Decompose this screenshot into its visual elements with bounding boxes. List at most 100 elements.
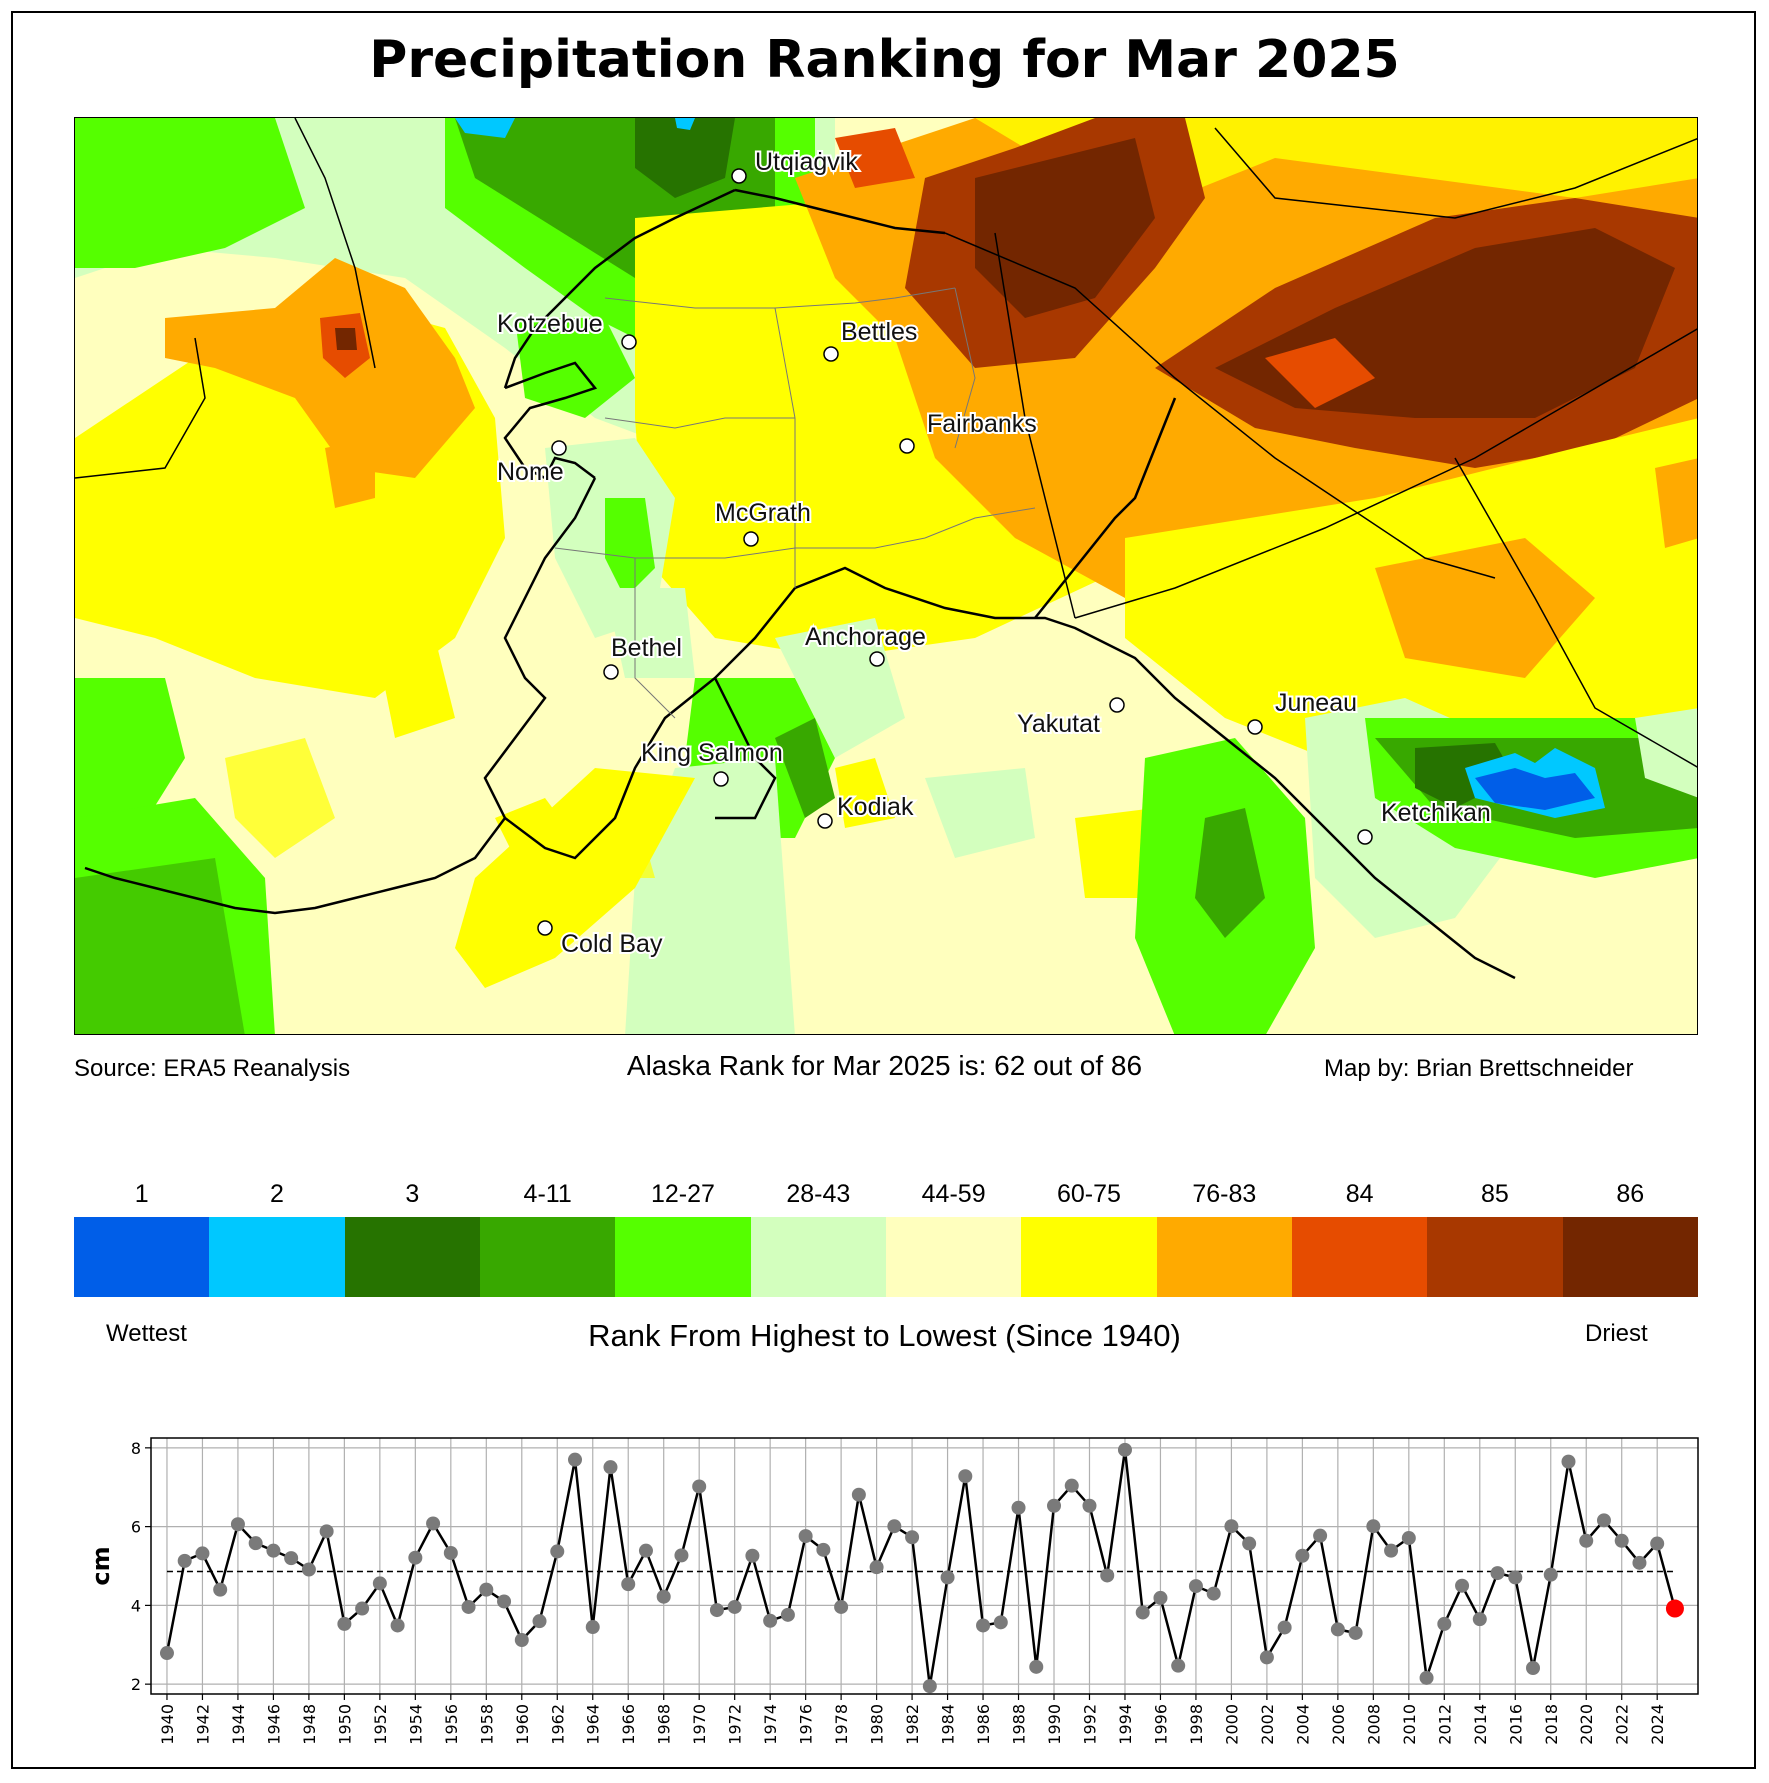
x-tick-label: 2000 (1222, 1704, 1241, 1745)
data-point-1976 (798, 1529, 813, 1544)
x-tick-label: 1990 (1045, 1704, 1064, 1745)
data-point-1940 (159, 1646, 174, 1661)
x-tick-label: 1952 (371, 1704, 390, 1745)
data-point-1969 (674, 1548, 689, 1563)
data-point-1999 (1206, 1586, 1221, 1601)
city-cold-bay[interactable]: Cold Bay (537, 920, 665, 960)
data-point-1967 (638, 1543, 653, 1558)
svg-text:King Salmon: King Salmon (641, 739, 783, 767)
data-point-1982 (905, 1530, 920, 1545)
data-point-2022 (1614, 1533, 1629, 1548)
city-nome[interactable]: Nome (495, 440, 567, 488)
data-point-1991 (1064, 1478, 1079, 1493)
city-kodiak[interactable]: Kodiak (817, 791, 916, 829)
map-shading (75, 118, 1697, 1034)
x-tick-label: 1996 (1151, 1704, 1170, 1745)
data-point-1965 (603, 1460, 618, 1475)
data-point-1959 (497, 1594, 512, 1609)
data-point-1971 (709, 1603, 724, 1618)
data-point-1941 (177, 1553, 192, 1568)
data-point-1984 (940, 1570, 955, 1585)
x-tick-labels: 1940 1942 1944 1946 1948 1950 1952 1954 1956 1958… (158, 1704, 1667, 1745)
city-bethel[interactable]: Bethel (603, 632, 684, 680)
svg-text:Yakutat: Yakutat (1017, 710, 1100, 738)
x-tick-label: 2010 (1400, 1704, 1419, 1745)
data-point-1987 (993, 1615, 1008, 1630)
svg-text:Utqiaġvik: Utqiaġvik (755, 148, 858, 176)
data-point-1988 (1011, 1500, 1026, 1515)
colorbar (74, 1217, 1698, 1297)
colorbar-title: Rank From Highest to Lowest (Since 1940) (588, 1318, 1181, 1353)
x-tick-label: 1940 (158, 1704, 177, 1745)
colorbar-bin-76-83 (1156, 1217, 1292, 1297)
chart-grid (151, 1438, 1698, 1694)
colorbar-bin-label: 1 (134, 1180, 149, 1208)
data-point-1985 (958, 1469, 973, 1484)
city-ketchikan[interactable]: Ketchikan (1357, 797, 1493, 845)
city-anchorage[interactable]: Anchorage (803, 621, 928, 667)
data-point-1998 (1188, 1579, 1203, 1594)
colorbar-bin-4-11 (479, 1217, 616, 1297)
colorbar-bin-2 (209, 1217, 345, 1297)
data-point-2010 (1401, 1531, 1416, 1546)
data-point-1961 (532, 1614, 547, 1629)
city-fairbanks[interactable]: Fairbanks (899, 408, 1039, 454)
x-tick-label: 1968 (655, 1704, 674, 1745)
city-yakutat[interactable]: Yakutat (1015, 697, 1125, 740)
political-borders (75, 118, 1697, 768)
city-markers: Utqiaġvik Kotzebue Bettles Fairbanks Nom… (495, 146, 1493, 960)
city-juneau[interactable]: Juneau (1247, 687, 1359, 735)
colorbar-bin-86 (1562, 1217, 1698, 1297)
data-point-2012 (1437, 1616, 1452, 1631)
data-point-2015 (1490, 1566, 1505, 1581)
data-point-1966 (621, 1577, 636, 1592)
city-mcgrath[interactable]: McGrath (713, 497, 813, 547)
driest-label: Driest (1585, 1320, 1648, 1347)
y-tick-label: 6 (131, 1518, 141, 1537)
x-tick-label: 1970 (690, 1704, 709, 1745)
x-tick-label: 2016 (1506, 1704, 1525, 1745)
colorbar-bin-28-43 (750, 1217, 886, 1297)
data-point-1975 (780, 1607, 795, 1622)
x-tick-label: 2004 (1293, 1704, 1312, 1745)
city-utqiagvik[interactable]: Utqiaġvik (731, 146, 860, 184)
data-point-2005 (1313, 1528, 1328, 1543)
data-point-2004 (1295, 1548, 1310, 1563)
colorbar-bin-85 (1427, 1217, 1563, 1297)
data-point-2000 (1224, 1519, 1239, 1534)
data-point-2002 (1259, 1650, 1274, 1665)
data-point-1994 (1117, 1442, 1132, 1457)
data-point-1950 (337, 1616, 352, 1631)
x-tick-label: 1942 (193, 1704, 212, 1745)
data-point-2009 (1384, 1543, 1399, 1558)
city-bettles[interactable]: Bettles (823, 316, 919, 362)
svg-text:Anchorage: Anchorage (805, 623, 926, 651)
data-point-2003 (1277, 1620, 1292, 1635)
data-point-1945 (248, 1536, 263, 1551)
x-tick-label: 1976 (797, 1704, 816, 1745)
x-tick-label: 2002 (1258, 1704, 1277, 1745)
city-kotzebue[interactable]: Kotzebue (495, 308, 637, 350)
data-point-1986 (976, 1618, 991, 1633)
x-tick-label: 1946 (264, 1704, 283, 1745)
data-point-2001 (1242, 1536, 1257, 1551)
data-point-2007 (1348, 1625, 1363, 1640)
x-tick-label: 2012 (1435, 1704, 1454, 1745)
svg-text:Kotzebue: Kotzebue (497, 310, 603, 338)
data-point-1955 (426, 1516, 441, 1531)
colorbar-bin-label: 76-83 (1192, 1180, 1257, 1208)
colorbar-bin-label: 4-11 (523, 1180, 572, 1208)
x-tick-label: 1948 (300, 1704, 319, 1745)
data-point-1990 (1047, 1498, 1062, 1513)
data-point-2011 (1419, 1670, 1434, 1685)
data-point-2014 (1472, 1612, 1487, 1627)
x-tick-label: 1982 (903, 1704, 922, 1745)
data-point-1968 (656, 1589, 671, 1604)
map-boundaries (84, 188, 1516, 980)
city-king-salmon[interactable]: King Salmon (639, 737, 785, 787)
data-point-1963 (568, 1452, 583, 1467)
x-tick-label: 1964 (584, 1704, 603, 1745)
data-point-1954 (408, 1550, 423, 1565)
y-tick-labels: 2 4 6 8 (131, 1439, 141, 1694)
series-line (165, 1449, 1677, 1687)
